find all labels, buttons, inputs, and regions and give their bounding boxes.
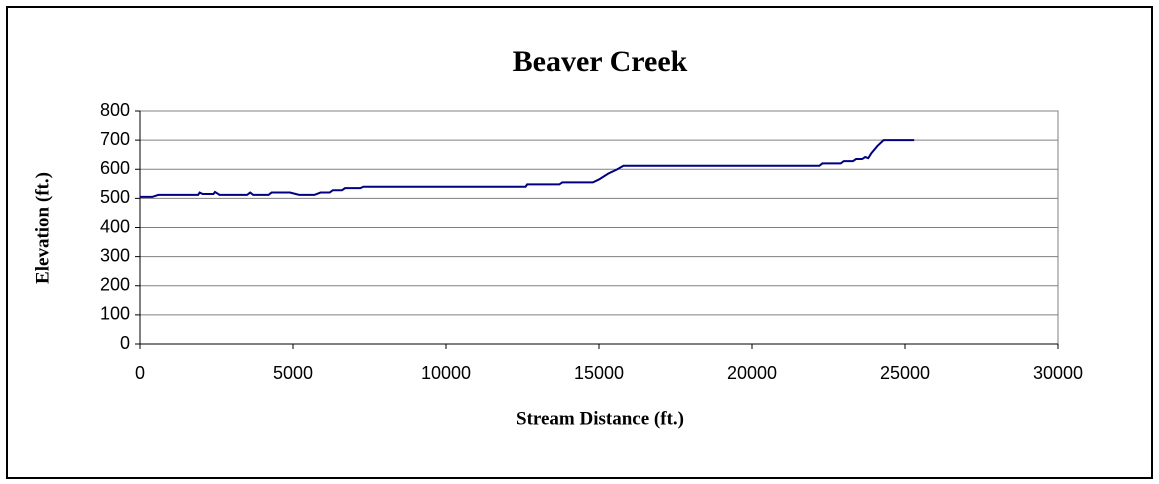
chart-title: Beaver Creek	[513, 45, 688, 78]
x-tick-label: 5000	[273, 363, 313, 383]
x-tick-label: 0	[135, 363, 145, 383]
x-tick-label: 25000	[880, 363, 930, 383]
y-tick-label: 0	[120, 333, 130, 353]
x-tick-label: 15000	[574, 363, 624, 383]
y-axis-label: Elevation (ft.)	[32, 172, 53, 284]
y-tick-label: 700	[100, 129, 130, 149]
x-tick-label: 20000	[727, 363, 777, 383]
y-tick-label: 400	[100, 216, 130, 236]
x-tick-label: 30000	[1033, 363, 1083, 383]
y-tick-label: 300	[100, 245, 130, 265]
y-tick-label: 200	[100, 275, 130, 295]
x-tick-label: 10000	[421, 363, 471, 383]
y-tick-label: 600	[100, 158, 130, 178]
y-tick-label: 100	[100, 304, 130, 324]
series-line	[140, 139, 915, 198]
y-tick-label: 800	[100, 100, 130, 120]
x-axis-label: Stream Distance (ft.)	[516, 408, 684, 429]
y-tick-label: 500	[100, 187, 130, 207]
